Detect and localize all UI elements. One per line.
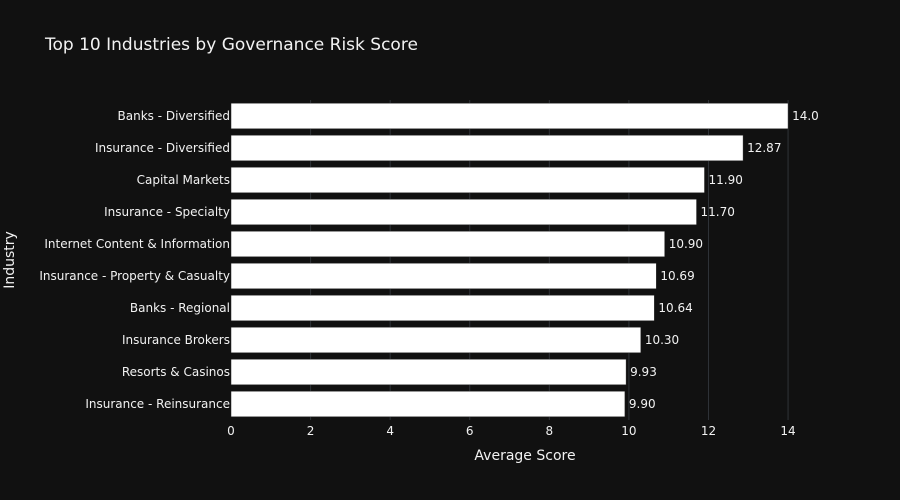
x-tick-label: 2 (307, 424, 315, 438)
y-tick-label: Insurance - Reinsurance (85, 397, 230, 411)
y-tick-label: Banks - Regional (130, 301, 230, 315)
data-label: 12.87 (747, 141, 781, 155)
data-label: 9.93 (630, 365, 657, 379)
data-label: 9.90 (629, 397, 656, 411)
data-label: 10.64 (658, 301, 692, 315)
bar (230, 326, 642, 354)
y-tick-label: Internet Content & Information (44, 237, 230, 251)
data-label: 11.70 (701, 205, 735, 219)
y-tick-label: Capital Markets (137, 173, 230, 187)
bar (230, 166, 705, 194)
data-label: 10.30 (645, 333, 679, 347)
bar (230, 198, 697, 226)
bar (230, 390, 626, 418)
data-label: 11.90 (709, 173, 743, 187)
bar (230, 262, 657, 290)
x-axis-tick-labels: 0 2 4 6 8 10 12 14 (227, 424, 796, 438)
data-label: 10.90 (669, 237, 703, 251)
y-tick-label: Insurance - Specialty (104, 205, 230, 219)
y-tick-label: Insurance Brokers (122, 333, 230, 347)
y-axis-tick-labels: Banks - Diversified Insurance - Diversifi… (39, 109, 230, 411)
bar (230, 358, 627, 386)
x-tick-label: 8 (546, 424, 554, 438)
bar (230, 102, 789, 130)
bars (230, 102, 789, 418)
y-tick-label: Resorts & Casinos (122, 365, 230, 379)
x-tick-label: 10 (621, 424, 636, 438)
x-tick-label: 4 (386, 424, 394, 438)
x-axis-title: Average Score (474, 448, 575, 464)
data-labels: 14.0 12.87 11.90 11.70 10.90 10.69 10.64 10.30 9… (629, 109, 819, 411)
bar (230, 294, 655, 322)
data-label: 10.69 (660, 269, 694, 283)
x-tick-label: 12 (701, 424, 716, 438)
y-axis-title: Industry (2, 231, 18, 289)
bar (230, 230, 665, 258)
data-label: 14.0 (792, 109, 819, 123)
bar (230, 134, 744, 162)
x-tick-label: 14 (780, 424, 795, 438)
y-tick-label: Insurance - Diversified (95, 141, 230, 155)
x-tick-label: 6 (466, 424, 474, 438)
x-tick-label: 0 (227, 424, 235, 438)
chart-title: Top 10 Industries by Governance Risk Sco… (44, 35, 418, 55)
y-tick-label: Banks - Diversified (118, 109, 231, 123)
y-tick-label: Insurance - Property & Casualty (39, 269, 230, 283)
